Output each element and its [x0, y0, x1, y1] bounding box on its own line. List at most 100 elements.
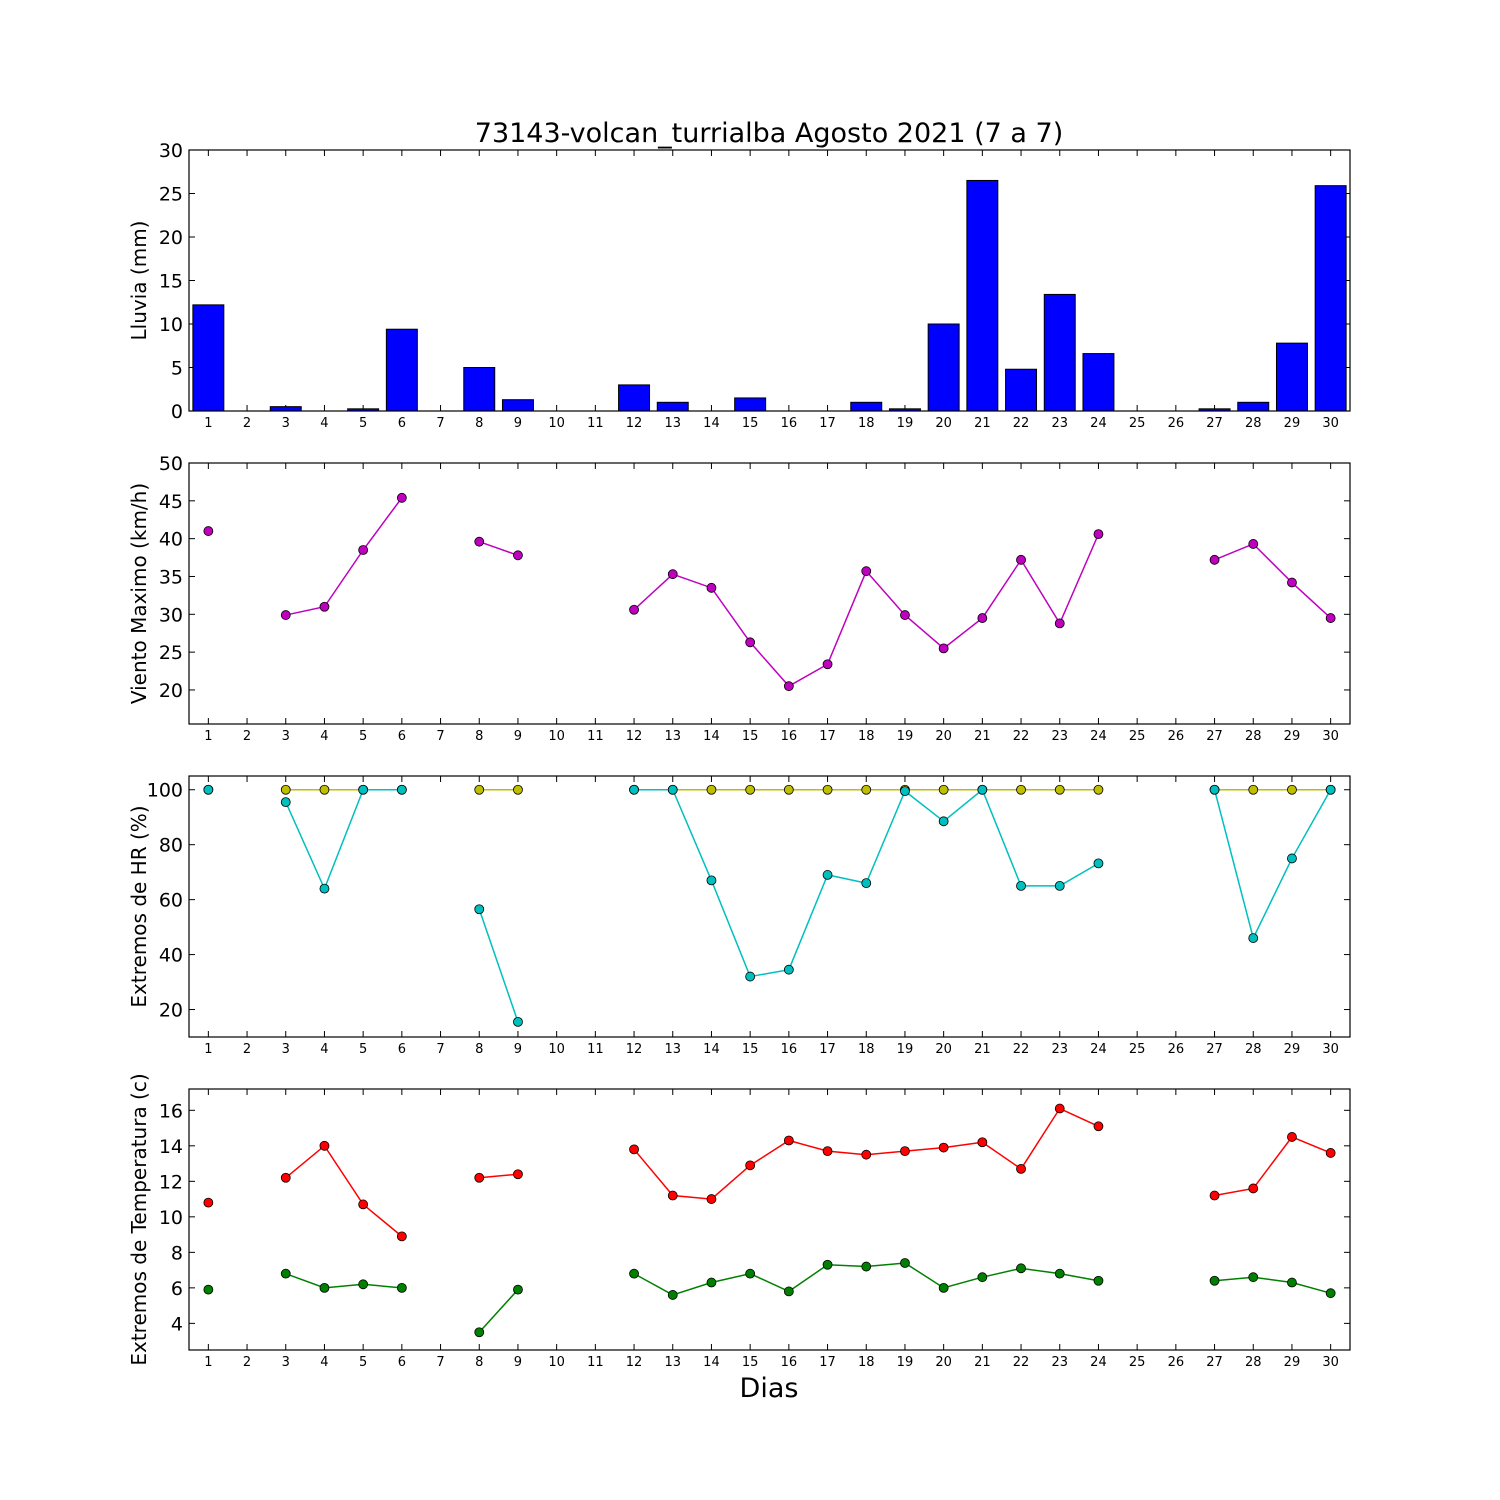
bar	[1044, 294, 1075, 411]
x-tick-label: 2	[243, 1355, 251, 1370]
x-tick-label: 15	[742, 1042, 759, 1057]
y-tick-label: 5	[171, 358, 183, 380]
x-tick-label: 10	[548, 729, 565, 744]
bar	[851, 402, 882, 411]
x-tick-label: 12	[626, 1355, 643, 1370]
data-point	[862, 1262, 871, 1271]
x-tick-label: 22	[1013, 729, 1030, 744]
data-point	[1249, 785, 1258, 794]
data-point	[1017, 1264, 1026, 1273]
x-tick-label: 25	[1129, 729, 1146, 744]
x-tick-label: 19	[897, 1355, 914, 1370]
data-point	[475, 1328, 484, 1337]
bar	[1315, 186, 1346, 411]
x-tick-label: 8	[475, 1355, 483, 1370]
data-point	[630, 1145, 639, 1154]
x-tick-label: 13	[664, 416, 681, 431]
x-tick-label: 1	[204, 416, 212, 431]
chart-title: 73143-volcan_turrialba Agosto 2021 (7 a …	[475, 118, 1063, 149]
x-tick-label: 29	[1284, 1355, 1301, 1370]
x-tick-label: 27	[1206, 1355, 1223, 1370]
data-point	[1017, 1164, 1026, 1173]
x-tick-label: 27	[1206, 729, 1223, 744]
y-axis-label: Extremos de Temperatura (c)	[127, 1073, 151, 1365]
data-point	[746, 972, 755, 981]
data-point	[513, 785, 522, 794]
data-point	[978, 1273, 987, 1282]
x-tick-label: 28	[1245, 416, 1262, 431]
x-tick-label: 7	[436, 1355, 444, 1370]
y-tick-label: 50	[159, 453, 183, 475]
data-point	[281, 785, 290, 794]
x-tick-label: 24	[1090, 416, 1107, 431]
data-point	[668, 1191, 677, 1200]
y-tick-label: 4	[171, 1313, 183, 1335]
data-point	[1094, 530, 1103, 539]
data-point	[1055, 1104, 1064, 1113]
data-point	[281, 1269, 290, 1278]
x-tick-label: 2	[243, 729, 251, 744]
y-tick-label: 20	[159, 1000, 183, 1022]
y-tick-label: 14	[159, 1136, 183, 1158]
x-tick-label: 9	[514, 416, 522, 431]
x-tick-label: 10	[548, 1355, 565, 1370]
y-tick-label: 8	[171, 1242, 183, 1264]
x-tick-label: 20	[935, 729, 952, 744]
data-point	[320, 1141, 329, 1150]
data-point	[475, 537, 484, 546]
x-tick-label: 13	[664, 1042, 681, 1057]
data-point	[475, 905, 484, 914]
data-point	[1287, 1132, 1296, 1141]
data-point	[1055, 881, 1064, 890]
y-tick-label: 20	[159, 227, 183, 249]
x-tick-label: 14	[703, 729, 720, 744]
bar	[735, 398, 766, 411]
x-tick-label: 25	[1129, 1042, 1146, 1057]
x-tick-label: 11	[587, 729, 604, 744]
data-point	[823, 660, 832, 669]
y-tick-label: 60	[159, 890, 183, 912]
x-tick-label: 5	[359, 1355, 367, 1370]
x-tick-label: 9	[514, 729, 522, 744]
data-point	[397, 1283, 406, 1292]
y-axis-label: Extremos de HR (%)	[127, 805, 151, 1007]
x-tick-label: 1	[204, 1355, 212, 1370]
x-tick-label: 26	[1168, 416, 1185, 431]
x-tick-label: 10	[548, 1042, 565, 1057]
x-tick-label: 21	[974, 1042, 991, 1057]
x-tick-label: 25	[1129, 416, 1146, 431]
x-tick-label: 15	[742, 1355, 759, 1370]
data-point	[1094, 859, 1103, 868]
x-tick-label: 23	[1051, 729, 1068, 744]
data-point	[746, 1161, 755, 1170]
y-tick-label: 6	[171, 1278, 183, 1300]
x-tick-label: 20	[935, 1042, 952, 1057]
bar	[1276, 343, 1307, 411]
x-tick-label: 8	[475, 1042, 483, 1057]
data-point	[668, 570, 677, 579]
x-tick-label: 6	[398, 1042, 406, 1057]
data-point	[630, 785, 639, 794]
data-point	[823, 1147, 832, 1156]
data-point	[1094, 1122, 1103, 1131]
data-point	[668, 785, 677, 794]
x-tick-label: 2	[243, 1042, 251, 1057]
data-point	[1017, 881, 1026, 890]
x-tick-label: 30	[1322, 1042, 1339, 1057]
x-tick-label: 30	[1322, 1355, 1339, 1370]
y-tick-label: 25	[159, 642, 183, 664]
x-tick-label: 18	[858, 1355, 875, 1370]
data-point	[320, 1283, 329, 1292]
data-point	[1326, 1148, 1335, 1157]
x-tick-label: 21	[974, 729, 991, 744]
x-tick-label: 16	[781, 1355, 798, 1370]
y-tick-label: 12	[159, 1171, 183, 1193]
y-axis-label: Viento Maximo (km/h)	[127, 483, 151, 704]
x-tick-label: 17	[819, 1355, 836, 1370]
data-point	[900, 787, 909, 796]
data-point	[630, 605, 639, 614]
data-point	[1287, 578, 1296, 587]
data-point	[746, 1269, 755, 1278]
bar	[270, 407, 301, 411]
data-point	[1326, 785, 1335, 794]
